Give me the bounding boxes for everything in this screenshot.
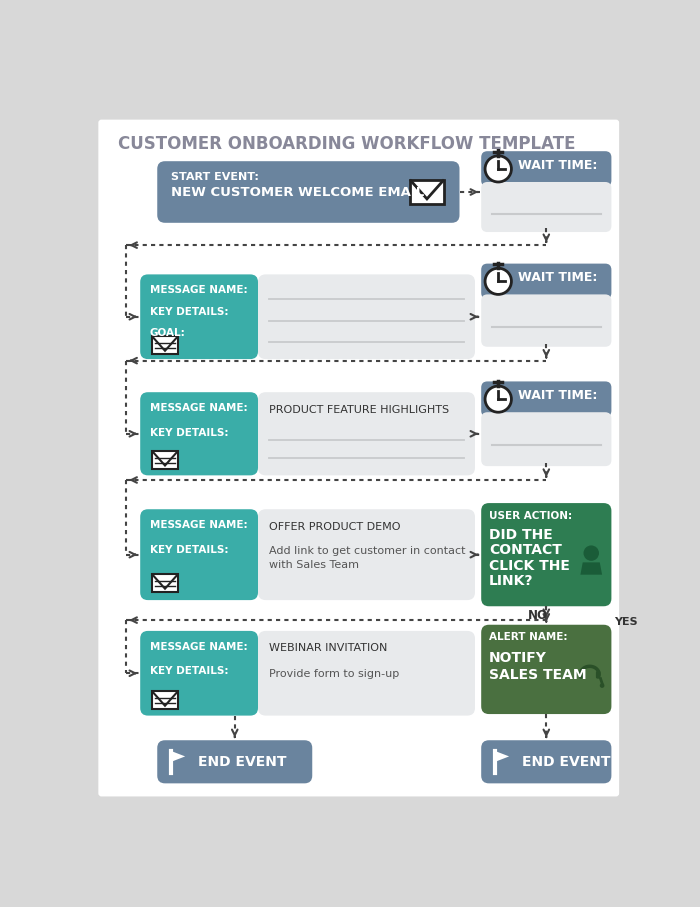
FancyBboxPatch shape bbox=[152, 451, 178, 469]
Circle shape bbox=[485, 268, 512, 295]
Text: KEY DETAILS:: KEY DETAILS: bbox=[150, 667, 228, 677]
FancyBboxPatch shape bbox=[596, 671, 601, 678]
Text: WAIT TIME:: WAIT TIME: bbox=[519, 389, 598, 402]
FancyBboxPatch shape bbox=[481, 264, 611, 299]
Text: NO: NO bbox=[528, 610, 547, 622]
FancyBboxPatch shape bbox=[481, 151, 611, 187]
FancyBboxPatch shape bbox=[140, 392, 258, 475]
Text: START EVENT:: START EVENT: bbox=[172, 172, 259, 182]
Text: Provide form to sign-up: Provide form to sign-up bbox=[269, 669, 399, 679]
FancyBboxPatch shape bbox=[140, 275, 258, 359]
Text: Add link to get customer in contact: Add link to get customer in contact bbox=[269, 546, 466, 556]
FancyBboxPatch shape bbox=[579, 671, 584, 678]
FancyBboxPatch shape bbox=[481, 740, 611, 784]
FancyBboxPatch shape bbox=[152, 574, 178, 592]
Text: CLICK THE: CLICK THE bbox=[489, 559, 570, 572]
FancyBboxPatch shape bbox=[140, 509, 258, 600]
Text: WAIT TIME:: WAIT TIME: bbox=[519, 159, 598, 172]
Text: WEBINAR INVITATION: WEBINAR INVITATION bbox=[269, 643, 387, 653]
Text: NOTIFY: NOTIFY bbox=[489, 651, 547, 665]
Text: OFFER PRODUCT DEMO: OFFER PRODUCT DEMO bbox=[269, 522, 400, 532]
FancyBboxPatch shape bbox=[481, 412, 611, 466]
Text: ALERT NAME:: ALERT NAME: bbox=[489, 632, 568, 642]
Text: LINK?: LINK? bbox=[489, 574, 533, 588]
Text: SALES TEAM: SALES TEAM bbox=[489, 668, 587, 682]
Text: WAIT TIME:: WAIT TIME: bbox=[519, 271, 598, 284]
Text: with Sales Team: with Sales Team bbox=[269, 560, 359, 571]
Text: GOAL:: GOAL: bbox=[150, 328, 186, 338]
Polygon shape bbox=[495, 751, 509, 762]
Polygon shape bbox=[580, 562, 602, 575]
Text: PRODUCT FEATURE HIGHLIGHTS: PRODUCT FEATURE HIGHLIGHTS bbox=[269, 405, 449, 414]
Polygon shape bbox=[172, 751, 185, 762]
Text: CONTACT: CONTACT bbox=[489, 543, 562, 557]
Text: MESSAGE NAME:: MESSAGE NAME: bbox=[150, 641, 247, 652]
FancyBboxPatch shape bbox=[152, 691, 178, 709]
FancyBboxPatch shape bbox=[481, 182, 611, 232]
Circle shape bbox=[600, 683, 604, 688]
FancyBboxPatch shape bbox=[481, 503, 611, 606]
Text: KEY DETAILS:: KEY DETAILS: bbox=[150, 427, 228, 437]
FancyBboxPatch shape bbox=[158, 740, 312, 784]
FancyBboxPatch shape bbox=[258, 631, 475, 716]
FancyBboxPatch shape bbox=[481, 382, 611, 417]
FancyBboxPatch shape bbox=[410, 180, 444, 204]
Circle shape bbox=[584, 545, 599, 561]
Text: DID THE: DID THE bbox=[489, 528, 553, 541]
Text: MESSAGE NAME:: MESSAGE NAME: bbox=[150, 403, 247, 413]
FancyBboxPatch shape bbox=[152, 336, 178, 355]
FancyBboxPatch shape bbox=[258, 509, 475, 600]
Text: END EVENT: END EVENT bbox=[522, 755, 610, 769]
Text: KEY DETAILS:: KEY DETAILS: bbox=[150, 545, 228, 555]
Circle shape bbox=[485, 386, 512, 412]
Text: YES: YES bbox=[615, 617, 638, 627]
Text: MESSAGE NAME:: MESSAGE NAME: bbox=[150, 285, 247, 295]
FancyBboxPatch shape bbox=[140, 631, 258, 716]
FancyBboxPatch shape bbox=[481, 625, 611, 714]
Circle shape bbox=[485, 156, 512, 182]
FancyBboxPatch shape bbox=[258, 275, 475, 359]
FancyBboxPatch shape bbox=[481, 295, 611, 346]
Text: CUSTOMER ONBOARDING WORKFLOW TEMPLATE: CUSTOMER ONBOARDING WORKFLOW TEMPLATE bbox=[118, 135, 576, 153]
FancyBboxPatch shape bbox=[98, 120, 619, 796]
Text: END EVENT: END EVENT bbox=[197, 755, 286, 769]
Text: USER ACTION:: USER ACTION: bbox=[489, 511, 572, 521]
Text: KEY DETAILS:: KEY DETAILS: bbox=[150, 307, 228, 317]
Text: NEW CUSTOMER WELCOME EMAIL: NEW CUSTOMER WELCOME EMAIL bbox=[172, 186, 424, 199]
Text: MESSAGE NAME:: MESSAGE NAME: bbox=[150, 520, 247, 530]
FancyBboxPatch shape bbox=[258, 392, 475, 475]
FancyBboxPatch shape bbox=[158, 161, 459, 223]
